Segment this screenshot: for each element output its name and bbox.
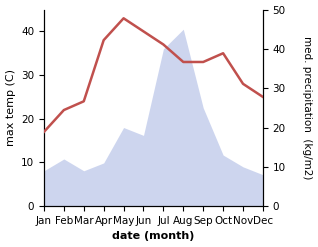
Y-axis label: med. precipitation  (kg/m2): med. precipitation (kg/m2) <box>302 36 313 180</box>
Y-axis label: max temp (C): max temp (C) <box>5 69 16 146</box>
X-axis label: date (month): date (month) <box>112 231 195 242</box>
